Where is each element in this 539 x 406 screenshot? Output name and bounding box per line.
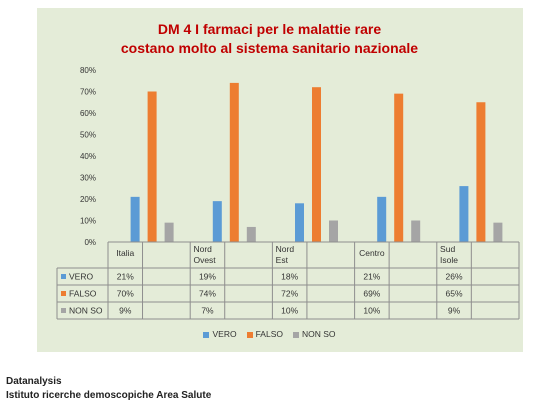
bar-falso — [312, 87, 321, 242]
chart-title-line2: costano molto al sistema sanitario nazio… — [120, 40, 419, 56]
table-legend-key — [61, 308, 66, 313]
bar-non-so — [329, 220, 338, 242]
legend-item: VERO — [203, 329, 237, 339]
table-value: 7% — [201, 306, 214, 316]
table-legend-key — [61, 274, 66, 279]
bar-non-so — [411, 220, 421, 242]
table-row-label: VERO — [69, 272, 93, 282]
legend-swatch — [292, 331, 299, 338]
legend-label: FALSO — [255, 329, 283, 339]
legend-swatch — [246, 331, 253, 338]
bar-falso — [147, 91, 157, 242]
bar-falso — [394, 93, 404, 243]
table-value: 18% — [281, 272, 298, 282]
table-value: 10% — [281, 306, 298, 316]
table-value: 19% — [199, 272, 216, 282]
bar-non-so — [164, 222, 174, 242]
bar-non-so — [493, 222, 503, 242]
y-tick-label: 20% — [80, 195, 96, 204]
bar-falso — [229, 82, 239, 243]
chart-title-line1: DM 4 I farmaci per le malattie rare — [157, 21, 382, 37]
legend-label: VERO — [212, 329, 237, 339]
legend-swatch — [203, 331, 210, 338]
table-value: 74% — [199, 289, 216, 299]
footer: Datanalysis Istituto ricerche demoscopic… — [6, 375, 211, 403]
footer-source: Datanalysis — [6, 376, 62, 387]
table-value: 21% — [363, 272, 380, 282]
table-row-label: NON SO — [69, 306, 103, 316]
y-tick-label: 70% — [80, 88, 96, 97]
bar-non-so — [246, 226, 256, 242]
chart-legend: VERO FALSO NON SO — [0, 329, 539, 339]
table-value: 65% — [446, 289, 463, 299]
table-value: 26% — [446, 272, 463, 282]
table-value: 70% — [117, 289, 134, 299]
table-value: 21% — [117, 272, 134, 282]
bar-vero — [459, 186, 469, 242]
table-row-label: FALSO — [69, 289, 97, 299]
x-category-label: Sud — [440, 244, 455, 254]
legend-item: NON SO — [292, 329, 336, 339]
y-tick-label: 50% — [80, 131, 96, 140]
bar-vero — [212, 201, 222, 242]
legend-item: FALSO — [246, 329, 283, 339]
bar-falso — [476, 102, 486, 242]
x-category-label: Italia — [116, 248, 134, 258]
y-tick-label: 40% — [80, 152, 96, 161]
bar-vero — [295, 203, 304, 242]
table-value: 9% — [119, 306, 132, 316]
x-category-label: Nord — [276, 244, 295, 254]
chart-panel — [37, 8, 523, 352]
y-tick-label: 10% — [80, 217, 96, 226]
y-tick-label: 60% — [80, 109, 96, 118]
table-value: 69% — [363, 289, 380, 299]
x-category-label: Nord — [193, 244, 212, 254]
y-tick-label: 30% — [80, 174, 96, 183]
y-tick-label: 80% — [80, 66, 96, 75]
table-value: 72% — [281, 289, 298, 299]
x-category-label: Centro — [359, 248, 385, 258]
footer-institute: Istituto ricerche demoscopiche Area Salu… — [6, 390, 212, 401]
bar-vero — [130, 196, 140, 242]
x-category-label: Isole — [440, 255, 458, 265]
y-tick-label: 0% — [84, 238, 96, 247]
bar-vero — [377, 196, 387, 242]
x-category-label: Ovest — [193, 255, 216, 265]
table-value: 10% — [363, 306, 380, 316]
legend-label: NON SO — [301, 329, 336, 339]
x-category-label: Est — [276, 255, 289, 265]
table-legend-key — [61, 291, 66, 296]
table-value: 9% — [448, 306, 461, 316]
